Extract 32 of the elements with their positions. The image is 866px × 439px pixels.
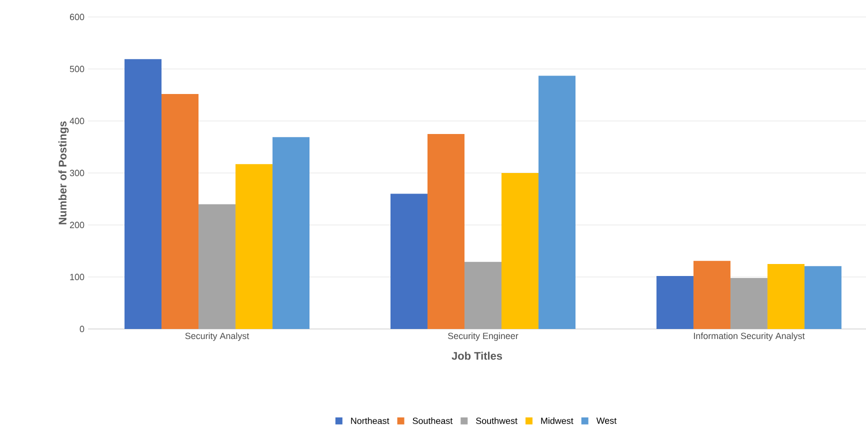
- bar: [656, 276, 694, 329]
- y-tick-label: 200: [70, 222, 84, 228]
- bar: [124, 59, 162, 329]
- bar: [767, 264, 804, 329]
- x-axis-title: Job Titles: [452, 352, 502, 360]
- y-tick-label: 0: [80, 326, 84, 332]
- x-tick-label: Security Analyst: [185, 332, 250, 341]
- bar: [162, 94, 199, 329]
- bar: [538, 76, 576, 329]
- y-tick-label: 300: [70, 170, 84, 176]
- bar: [501, 172, 538, 329]
- bar: [236, 164, 273, 329]
- y-tick-label: 400: [70, 118, 84, 124]
- y-tick-label: 600: [70, 14, 84, 20]
- legend-label: West: [596, 418, 617, 424]
- legend-label: Southwest: [476, 417, 518, 424]
- y-tick-label: 100: [70, 274, 84, 280]
- y-axis-title: Number of Postings: [58, 121, 69, 224]
- legend-label: Northeast: [351, 417, 390, 424]
- bar: [730, 278, 768, 329]
- y-tick-label: 500: [70, 66, 84, 72]
- bar: [198, 204, 236, 329]
- bar: [272, 137, 310, 329]
- bar: [464, 262, 502, 329]
- bar: [804, 266, 842, 329]
- x-tick-label: Security Engineer: [448, 332, 518, 341]
- legend-label: Southeast: [412, 417, 453, 424]
- x-tick-label: Information Security Analyst: [694, 332, 805, 341]
- bar: [427, 134, 464, 329]
- legend-label: Midwest: [541, 417, 574, 424]
- bar: [390, 194, 428, 329]
- bar: [693, 260, 730, 329]
